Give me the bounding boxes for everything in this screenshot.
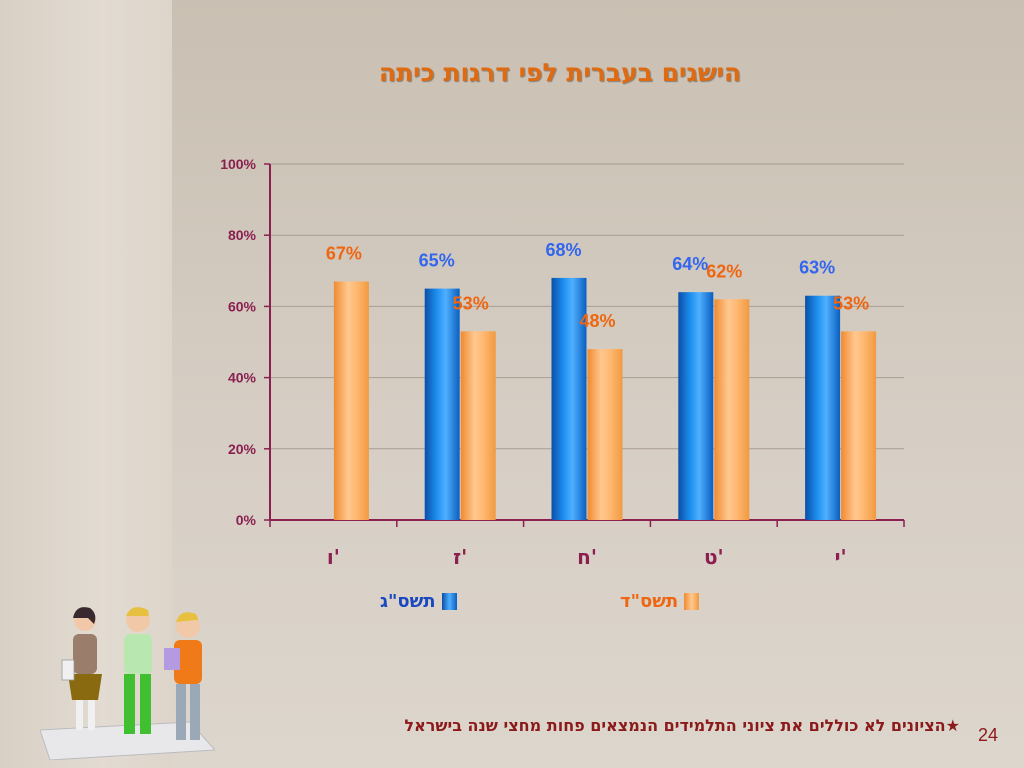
bar: [333, 281, 369, 520]
axes: 0% 20% 40% 60% 80% 100% ו' ז' ח' ט' י': [220, 156, 905, 569]
category-label: ו': [327, 545, 340, 569]
category-label: י': [835, 545, 847, 569]
data-label: 63%: [799, 258, 835, 278]
data-label: 68%: [545, 240, 581, 260]
bar: [587, 349, 623, 520]
gridlines: [270, 163, 904, 450]
bar: [460, 331, 496, 520]
bar: [424, 288, 460, 520]
legend-entry-series-2: תשס"ד: [620, 590, 700, 612]
data-label: 64%: [672, 254, 708, 274]
data-label: 65%: [419, 251, 455, 271]
bar: [841, 331, 877, 520]
data-label: 53%: [833, 293, 869, 313]
bar: [551, 277, 587, 520]
page-number: 24: [978, 725, 999, 745]
data-label: 62%: [706, 261, 742, 281]
category-label: ז': [453, 545, 467, 569]
legend-label-series-2: תשס"ד: [620, 590, 679, 612]
category-label: ט': [704, 545, 724, 569]
legend-swatch-orange: [684, 592, 700, 610]
data-label: 53%: [453, 293, 489, 313]
bars: [333, 277, 877, 520]
legend-entry-series-1: תשס"ג: [380, 590, 457, 612]
y-tick-label: 80%: [228, 227, 257, 243]
legend-label-series-1: תשס"ג: [380, 590, 436, 612]
footnote: ★הציונים לא כוללים את ציוני התלמידים הנמ…: [404, 716, 960, 735]
y-tick-label: 60%: [228, 298, 257, 314]
slide-title: הישגים בעברית לפי דרגות כיתה: [378, 58, 742, 87]
bar: [714, 299, 750, 520]
category-label: ח': [577, 545, 597, 569]
bar: [678, 292, 714, 520]
bar: [805, 295, 841, 520]
y-tick-label: 40%: [228, 370, 257, 386]
data-labels: 67% 65% 53% 68% 48% 64%62% 63% 53%: [326, 240, 869, 331]
legend-swatch-blue: [441, 592, 457, 610]
children-clipart-illustration: [40, 607, 215, 760]
data-label: 67%: [326, 243, 362, 263]
data-label: 48%: [579, 311, 615, 331]
y-tick-label: 20%: [228, 441, 257, 457]
y-tick-label: 100%: [220, 156, 256, 172]
y-tick-label: 0%: [236, 512, 257, 528]
